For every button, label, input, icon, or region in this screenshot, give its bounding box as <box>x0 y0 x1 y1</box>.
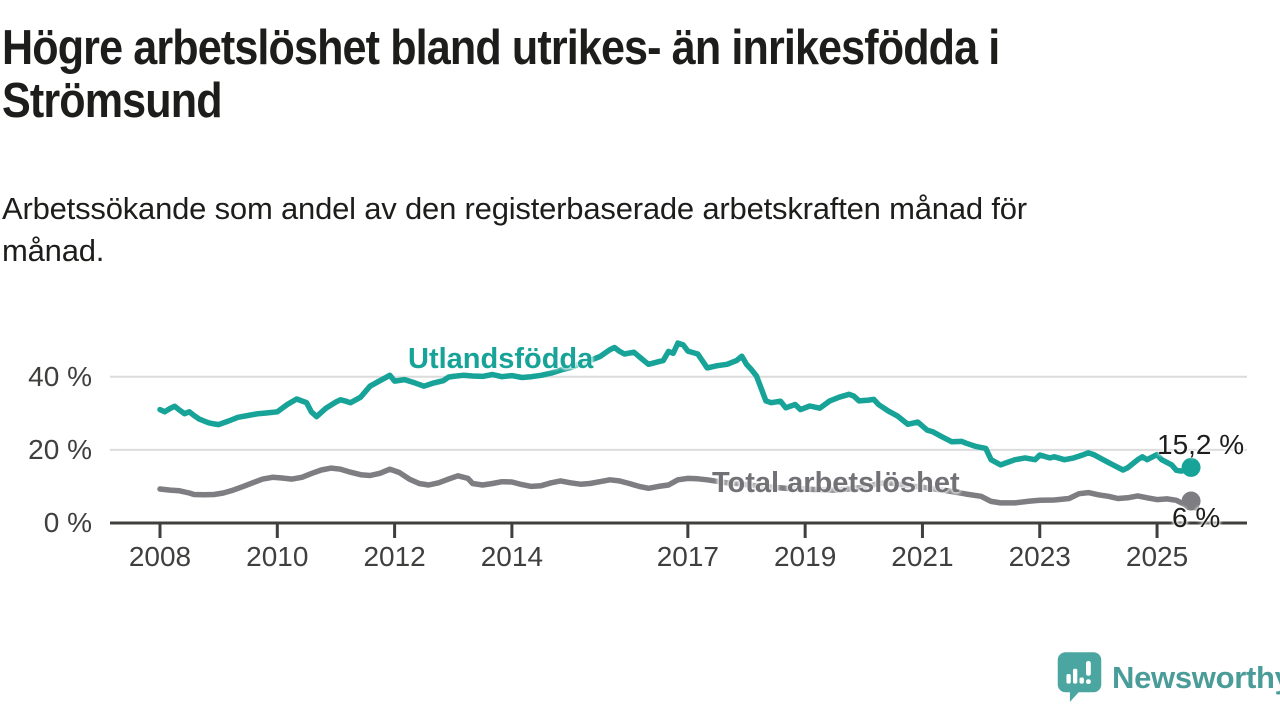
end-dot-series-0 <box>1181 457 1201 477</box>
chart-subtitle: Arbetssökande som andel av den registerb… <box>2 188 1232 272</box>
newsworthy-logo: Newsworthy <box>1056 650 1280 705</box>
y-axis-label-20: 20 % <box>28 433 92 465</box>
line-series-0 <box>157 340 1194 474</box>
newsworthy-logo-text: Newsworthy <box>1112 659 1280 695</box>
page-title: Högre arbetslöshet bland utrikes- än inr… <box>2 22 1084 128</box>
x-axis-label-2025: 2025 <box>1125 541 1189 572</box>
subtitle-line-1: Arbetssökande som andel av den registerb… <box>2 191 1027 226</box>
title-line-1: Högre arbetslöshet bland utrikes- än inr… <box>2 21 1000 75</box>
x-axis-label-2012: 2012 <box>363 541 426 572</box>
x-axis-label-2010: 2010 <box>246 541 309 572</box>
line-series-1 <box>157 465 1200 512</box>
end-value-label-total: 6 % <box>1172 502 1221 533</box>
title-line-2: Strömsund <box>2 74 223 128</box>
subtitle-line-2: månad. <box>2 233 105 268</box>
x-axis-label-2019: 2019 <box>773 541 837 572</box>
y-axis-label-0: 0 % <box>43 507 92 538</box>
x-axis-label-2017: 2017 <box>656 541 719 572</box>
x-axis-label-2021: 2021 <box>891 541 954 572</box>
x-axis-label-2023: 2023 <box>1008 541 1071 572</box>
x-axis-label-2008: 2008 <box>128 541 192 572</box>
newsworthy-logo-icon <box>1057 652 1102 702</box>
end-dot-series-1 <box>1181 491 1201 511</box>
end-value-label-utlandsfodda: 15,2 % <box>1157 429 1245 460</box>
x-axis-label-2014: 2014 <box>480 541 544 572</box>
y-axis-label-40: 40 % <box>28 360 92 392</box>
series-label-total-arbetsloshet: Total arbetslöshet <box>712 467 960 499</box>
series-label-utlandsfodda: Utlandsfödda <box>408 343 594 375</box>
